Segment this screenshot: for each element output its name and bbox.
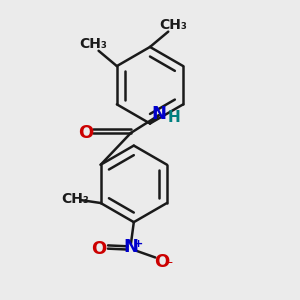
Text: N: N	[123, 238, 138, 256]
Text: CH₃: CH₃	[80, 37, 107, 51]
Text: +: +	[134, 238, 143, 249]
Text: N: N	[151, 105, 166, 123]
Text: O: O	[154, 253, 170, 271]
Text: O: O	[92, 240, 107, 258]
Text: O: O	[79, 124, 94, 142]
Text: ⁻: ⁻	[165, 258, 172, 272]
Text: CH₃: CH₃	[61, 193, 89, 206]
Text: CH₃: CH₃	[160, 18, 188, 32]
Text: H: H	[168, 110, 181, 125]
